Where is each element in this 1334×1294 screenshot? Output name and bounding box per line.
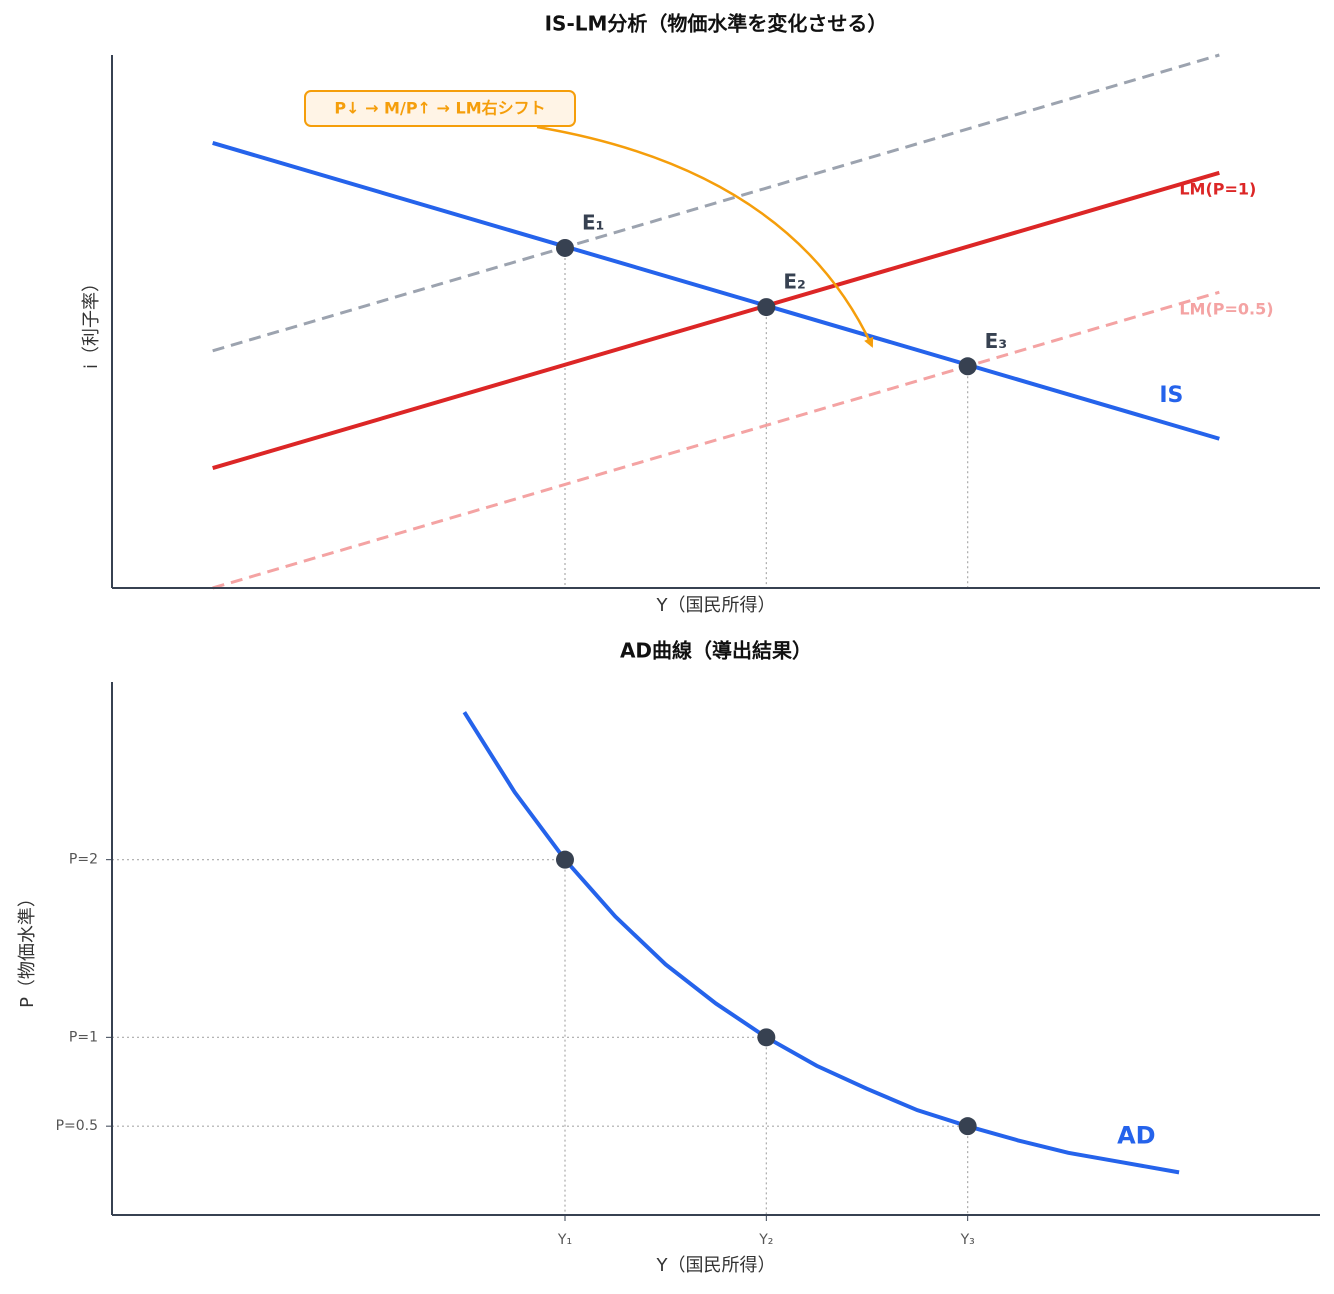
annotation-box bbox=[304, 90, 576, 127]
x-tick-label: Y₃ bbox=[960, 1232, 975, 1248]
series-line bbox=[212, 170, 1220, 470]
series-line bbox=[462, 711, 1180, 1175]
y-axis-label: i（利子率） bbox=[81, 274, 102, 369]
x-axis-label: Y（国民所得） bbox=[656, 595, 776, 616]
point bbox=[556, 850, 574, 869]
y-axis-label: P（物価水準） bbox=[17, 889, 38, 1008]
point-label: E₃ bbox=[985, 329, 1007, 353]
point-label: E₁ bbox=[582, 210, 604, 234]
x-tick-label: Y₁ bbox=[557, 1232, 572, 1248]
y-tick-label: P=0.5 bbox=[56, 1118, 98, 1134]
annotation-arrow bbox=[536, 125, 874, 348]
series-label: LM(P=0.5) bbox=[1179, 300, 1273, 319]
y-tick-label: P=2 bbox=[69, 852, 98, 868]
series-label: AD bbox=[1117, 1121, 1156, 1149]
annotation-text: P↓ → M/P↑ → LM右シフト bbox=[334, 99, 545, 118]
series-label: IS bbox=[1159, 383, 1183, 408]
series-line bbox=[212, 53, 1220, 353]
point bbox=[958, 1117, 977, 1136]
chart-title: AD曲線（導出結果） bbox=[620, 639, 812, 663]
point bbox=[757, 1028, 776, 1047]
series-label: LM(P=1) bbox=[1179, 179, 1256, 198]
point-label: E₂ bbox=[783, 270, 805, 294]
x-tick-label: Y₂ bbox=[758, 1232, 773, 1248]
series-line bbox=[212, 290, 1220, 590]
chart-title: IS-LM分析（物価水準を変化させる） bbox=[545, 12, 888, 36]
y-tick-label: P=1 bbox=[69, 1029, 98, 1045]
point bbox=[958, 357, 977, 376]
series-line bbox=[212, 141, 1220, 441]
x-axis-label: Y（国民所得） bbox=[656, 1255, 776, 1276]
point bbox=[757, 298, 776, 317]
point bbox=[556, 238, 574, 257]
